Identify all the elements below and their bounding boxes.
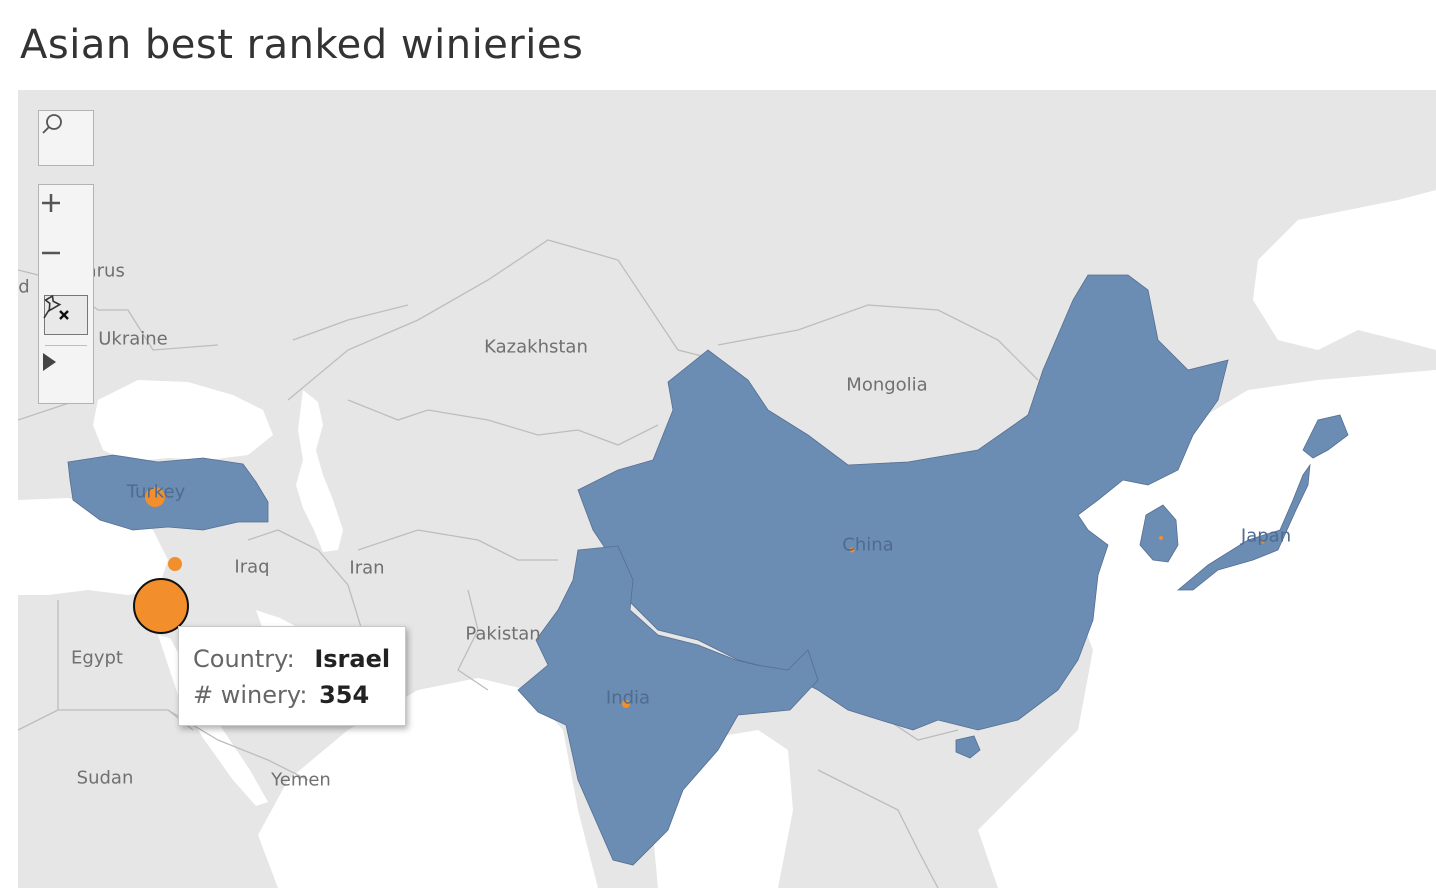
label-edge-d: d — [18, 276, 30, 298]
korea-shape[interactable] — [1139, 504, 1179, 563]
tooltip-country-key: Country: — [193, 645, 295, 673]
label-japan: Japan — [1240, 525, 1292, 547]
japan-shape[interactable] — [1176, 414, 1349, 591]
hainan-shape[interactable] — [955, 735, 981, 759]
tooltip-country-row: Country: Israel — [193, 645, 390, 673]
label-ukraine: Ukraine — [98, 328, 168, 350]
label-iraq: Iraq — [234, 556, 270, 578]
search-button[interactable] — [39, 111, 93, 165]
tooltip-count-value: 354 — [319, 681, 370, 709]
tooltip-count-key: # winery: — [193, 681, 308, 709]
label-turkey: Turkey — [126, 481, 186, 503]
label-iran: Iran — [349, 557, 385, 579]
minus-icon — [42, 251, 60, 255]
label-india: India — [605, 687, 651, 709]
play-icon — [43, 353, 56, 371]
unpin-icon — [43, 294, 69, 320]
unpin-button[interactable] — [39, 293, 93, 337]
label-pakistan: Pakistan — [465, 623, 541, 645]
caspian-sea — [296, 390, 343, 552]
page-title: Asian best ranked winieries — [20, 22, 584, 68]
label-egypt: Egypt — [71, 647, 123, 669]
tooltip-country-value: Israel — [314, 645, 391, 673]
zoom-in-button[interactable] — [39, 191, 93, 235]
marker-india[interactable] — [622, 700, 630, 708]
marker-turkey[interactable] — [145, 487, 165, 507]
arctic-ocean — [1253, 190, 1436, 350]
map-tooltip: Country: Israel # winery: 354 — [178, 626, 406, 726]
turkey-shape[interactable] — [67, 454, 269, 531]
marker-japan[interactable] — [1261, 540, 1265, 544]
marker-south-korea[interactable] — [1159, 536, 1163, 540]
label-yemen: Yemen — [271, 769, 331, 791]
marker-israel[interactable] — [133, 578, 189, 634]
map-controls-toolbox — [38, 184, 94, 404]
black-sea — [93, 380, 273, 462]
search-icon — [42, 114, 62, 134]
markers-layer — [133, 487, 1265, 708]
marker-lebanon[interactable] — [168, 557, 182, 571]
marker-china[interactable] — [849, 547, 855, 553]
label-mongolia: Mongolia — [846, 374, 928, 396]
map-svg[interactable] — [18, 90, 1436, 888]
map-search-toolbox — [38, 110, 94, 166]
expand-toolbar-button[interactable] — [39, 351, 93, 397]
plus-icon — [42, 194, 60, 212]
china-shape[interactable] — [577, 274, 1229, 731]
map-canvas[interactable]: Belarus d Ukraine Kazakhstan Mongolia Tu… — [18, 90, 1436, 888]
tooltip-count-row: # winery: 354 — [193, 681, 369, 709]
india-shape[interactable] — [517, 545, 819, 866]
label-kazakhstan: Kazakhstan — [484, 336, 588, 358]
label-china: China — [842, 534, 894, 556]
label-sudan: Sudan — [76, 767, 134, 789]
zoom-out-button[interactable] — [39, 241, 93, 285]
arabian-sea — [258, 678, 598, 888]
